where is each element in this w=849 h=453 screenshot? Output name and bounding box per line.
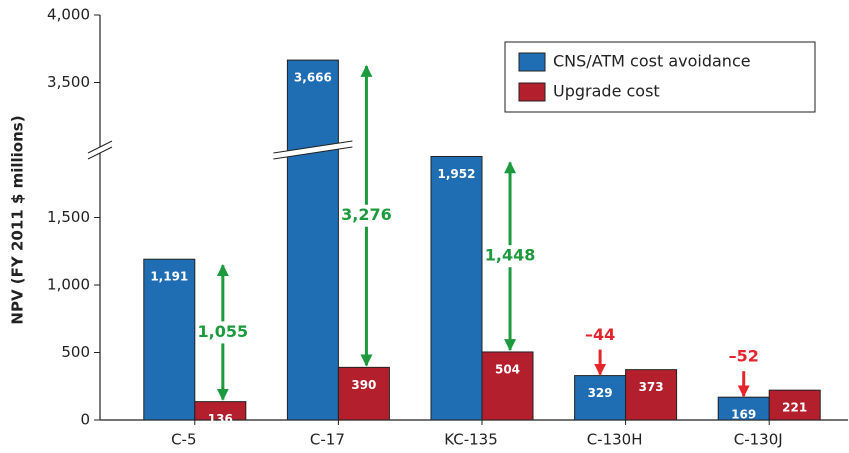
legend-swatch — [518, 82, 546, 102]
bar — [768, 389, 821, 421]
difference-label-bg — [484, 245, 537, 268]
bar — [143, 258, 196, 421]
bar-value-label: 390 — [351, 378, 376, 392]
difference-label-bg — [196, 321, 249, 344]
axis-break-line — [87, 146, 113, 160]
bar-value-label: 1,191 — [150, 270, 188, 284]
x-tick-label: C-17 — [310, 431, 345, 449]
y-tick-label: 0 — [80, 411, 90, 429]
x-tick-label: C-5 — [171, 431, 196, 449]
bar-value-label: 221 — [782, 401, 807, 415]
bar-value-label: 169 — [731, 408, 756, 422]
difference-label: 3,276 — [341, 205, 392, 224]
bar — [286, 59, 339, 421]
bar-value-label: 329 — [588, 386, 613, 400]
axis-break — [273, 141, 353, 159]
legend-label: CNS/ATM cost avoidance — [553, 52, 751, 71]
bar — [481, 351, 534, 421]
difference-label: 1,055 — [198, 322, 249, 341]
x-tick-label: C-130H — [587, 431, 643, 449]
y-tick-label: 4,000 — [47, 6, 90, 24]
bar-value-label: 1,952 — [438, 167, 476, 181]
bar — [574, 375, 627, 421]
bar-value-label: 504 — [495, 362, 520, 376]
y-tick-label: 500 — [61, 343, 90, 361]
bar-value-label: 373 — [639, 380, 664, 394]
difference-label: –44 — [585, 325, 615, 344]
bar-value-label: 3,666 — [294, 71, 332, 85]
difference-label: –52 — [729, 347, 759, 366]
legend-label: Upgrade cost — [553, 82, 660, 101]
bar — [194, 401, 247, 421]
x-tick-label: C-130J — [734, 431, 783, 449]
y-axis-label: NPV (FY 2011 $ millions) — [9, 115, 27, 324]
difference-label: 1,448 — [485, 246, 536, 265]
axis-break-line — [87, 140, 113, 154]
legend-box — [504, 41, 816, 113]
y-tick-label: 1,000 — [47, 276, 90, 294]
axis-break-line — [273, 146, 353, 160]
y-tick-label: 3,500 — [47, 73, 90, 91]
bar — [337, 366, 390, 421]
y-tick-label: 1,500 — [47, 208, 90, 226]
bar-value-label: 136 — [208, 412, 233, 426]
difference-label-bg — [340, 204, 393, 227]
bar — [430, 155, 483, 421]
legend-swatch — [518, 52, 546, 72]
axis-break — [88, 141, 112, 159]
bar — [625, 369, 678, 421]
axis-break-line — [273, 140, 353, 154]
x-tick-label: KC-135 — [444, 431, 498, 449]
